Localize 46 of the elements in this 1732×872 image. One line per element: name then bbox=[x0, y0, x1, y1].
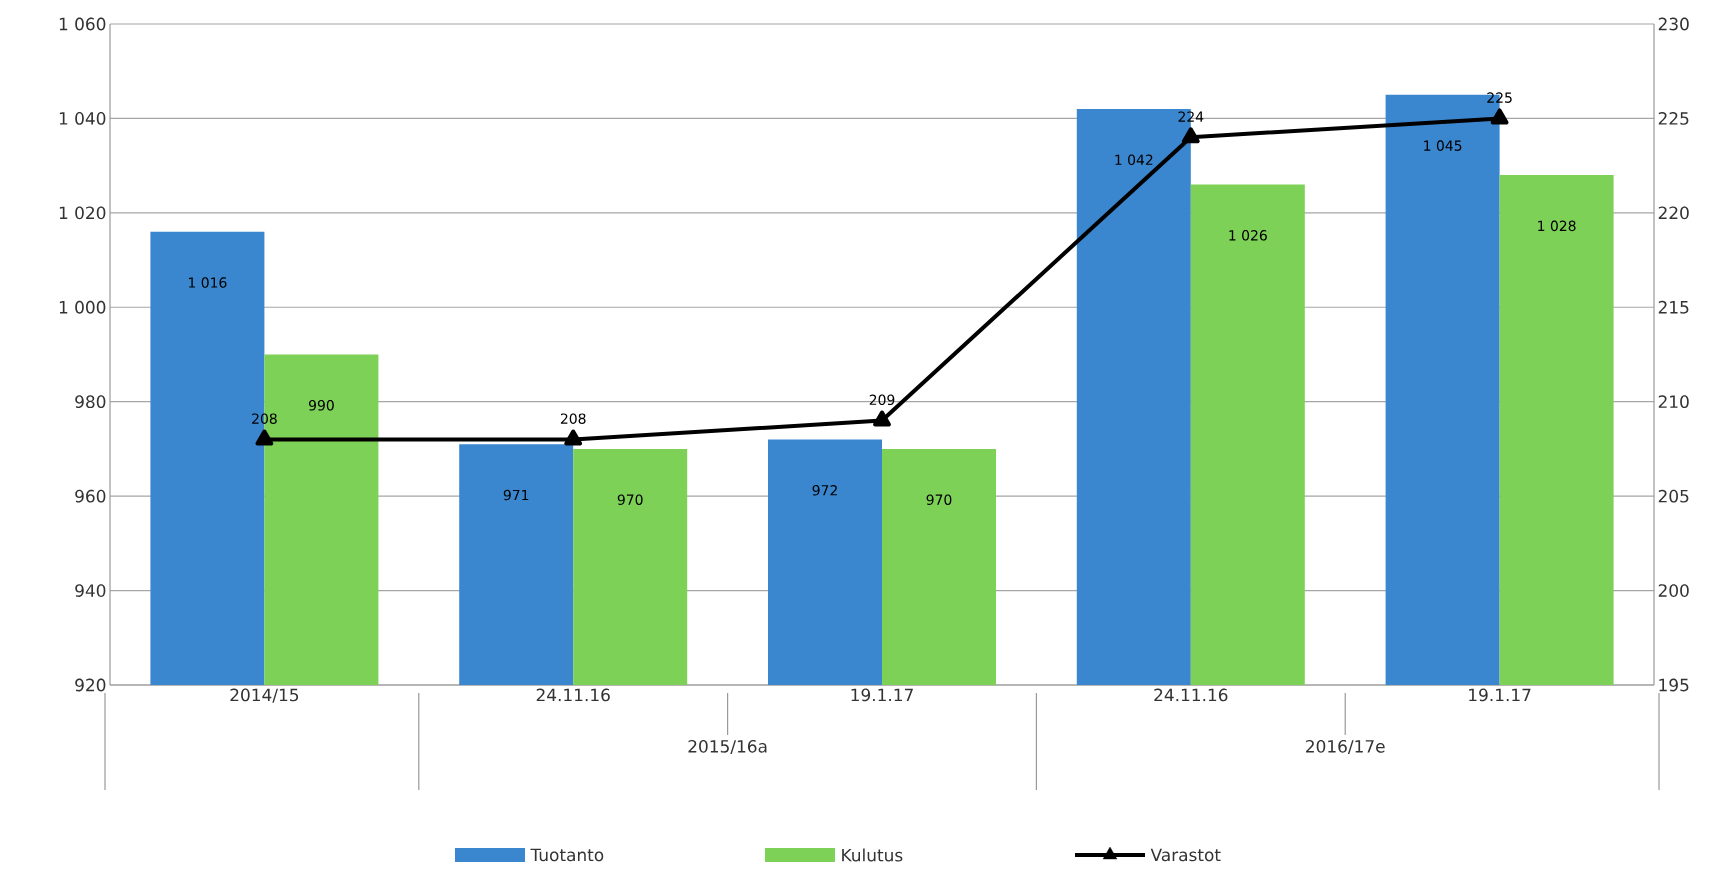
data-label: 209 bbox=[869, 394, 895, 406]
legend-label: Tuotanto bbox=[530, 848, 604, 862]
y-tick-label: 980 bbox=[75, 395, 106, 409]
data-label: 224 bbox=[1178, 111, 1204, 122]
point bbox=[1181, 127, 1200, 144]
y2-tick-label: 210 bbox=[1658, 395, 1689, 409]
y-tick-label: 940 bbox=[75, 584, 106, 597]
data-label: 1 028 bbox=[1538, 220, 1576, 232]
y-tick-label: 1 020 bbox=[59, 206, 106, 220]
y2-tick-label: 225 bbox=[1658, 112, 1689, 125]
legend-label: Varastot bbox=[1150, 848, 1221, 862]
y-tick-label: 920 bbox=[75, 678, 106, 692]
y-tick-label: 960 bbox=[75, 489, 106, 503]
x-tick-label: 2014/15 bbox=[230, 688, 299, 703]
x-tick-label: 24.11.16 bbox=[1154, 688, 1228, 702]
x-tick-label: 24.11.16 bbox=[536, 688, 610, 702]
data-label: 1 026 bbox=[1229, 230, 1267, 241]
data-label: 208 bbox=[252, 413, 277, 424]
point bbox=[564, 429, 583, 446]
x-tick-label: 19.1.17 bbox=[1469, 688, 1531, 702]
data-label: 208 bbox=[560, 413, 586, 424]
data-label: 1 016 bbox=[188, 277, 227, 288]
data-label: 970 bbox=[617, 494, 643, 505]
data-label: 971 bbox=[503, 489, 529, 501]
x-tick-label: 19.1.17 bbox=[851, 688, 913, 702]
y-tick-label: 1 040 bbox=[59, 112, 106, 125]
y2-tick-label: 200 bbox=[1658, 584, 1689, 597]
legend-label: Kulutus bbox=[842, 848, 903, 862]
data-label: 970 bbox=[926, 494, 952, 505]
text: 2016/17e bbox=[1306, 739, 1385, 755]
y2-tick-label: 230 bbox=[1658, 17, 1689, 31]
point bbox=[873, 410, 891, 427]
data-label: 990 bbox=[308, 400, 334, 411]
point bbox=[255, 429, 274, 446]
y-tick-label: 1 000 bbox=[59, 300, 106, 314]
data-label: 1 042 bbox=[1115, 154, 1153, 166]
y2-tick-label: 220 bbox=[1658, 206, 1689, 220]
data-label: 972 bbox=[812, 484, 837, 496]
text: 2015/16a bbox=[688, 739, 767, 755]
data-label: 1 045 bbox=[1424, 140, 1462, 151]
y-tick-label: 1 060 bbox=[59, 17, 106, 31]
data-label: 225 bbox=[1487, 92, 1512, 103]
y2-tick-label: 195 bbox=[1659, 678, 1689, 692]
y2-tick-label: 215 bbox=[1658, 300, 1689, 314]
point bbox=[1490, 108, 1509, 125]
y2-tick-label: 205 bbox=[1658, 489, 1689, 503]
